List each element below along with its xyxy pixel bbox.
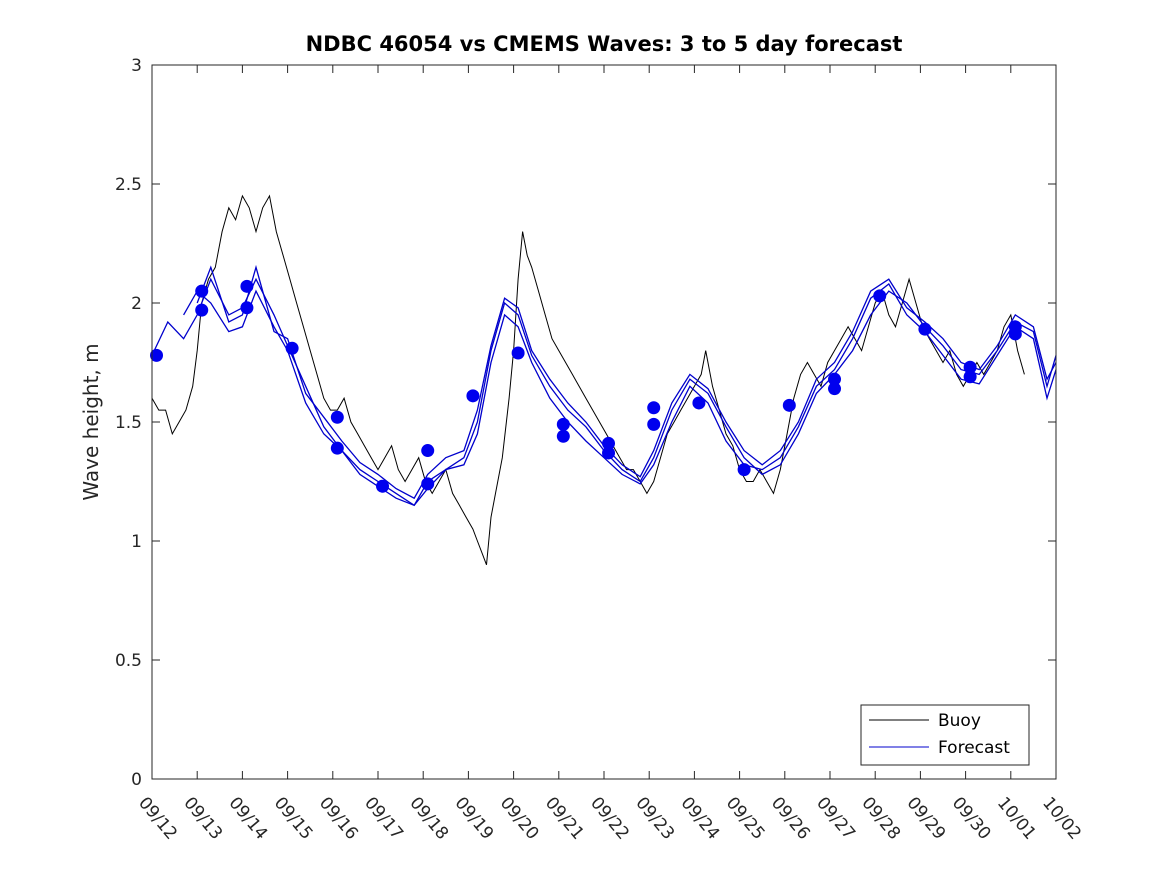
forecast-marker [376,479,390,493]
forecast-marker [692,396,706,410]
forecast-marker [421,444,435,458]
forecast-marker [602,446,616,460]
forecast-markers [150,279,1022,493]
series-forecast-b [183,283,1057,507]
forecast-marker [195,303,209,317]
forecast-marker [150,348,164,362]
series-buoy [151,194,1025,565]
legend-box [860,704,1030,766]
axis-ticks [151,64,1057,780]
chart-title: NDBC 46054 vs CMEMS Waves: 3 to 5 day fo… [306,32,903,56]
forecast-marker [737,463,751,477]
forecast-marker [421,477,435,491]
legend: Buoy Forecast [860,704,1030,766]
forecast-marker [647,401,661,415]
forecast-marker [963,370,977,384]
legend-forecast-label: Forecast [938,738,1010,758]
y-axis-label: Wave height, m [79,343,103,500]
forecast-marker [556,417,570,431]
y-tick-label: 2 [131,294,142,314]
y-tick-labels: 0 0.5 1 1.5 2 2.5 3 [115,56,142,790]
forecast-marker [240,301,254,315]
plot-frame [151,64,1057,780]
y-tick-label: 0.5 [115,651,142,671]
forecast-marker [240,279,254,293]
forecast-marker [963,360,977,374]
forecast-marker [556,429,570,443]
forecast-marker [828,372,842,386]
forecast-marker [466,389,480,403]
y-tick-label: 2.5 [115,175,142,195]
forecast-marker [511,346,525,360]
y-tick-label: 3 [131,56,142,76]
y-tick-label: 1.5 [115,413,142,433]
forecast-marker [1008,327,1022,341]
plot-background [152,65,1056,779]
forecast-marker [873,289,887,303]
legend-buoy-label: Buoy [938,711,981,731]
forecast-marker [195,284,209,298]
forecast-marker [828,382,842,396]
forecast-marker [918,322,932,336]
plot-area [152,65,1056,779]
forecast-marker [285,341,299,355]
y-tick-label: 1 [131,532,142,552]
forecast-marker [647,417,661,431]
forecast-marker [330,441,344,455]
forecast-marker [330,410,344,424]
forecast-marker [782,398,796,412]
y-tick-label: 0 [131,770,142,790]
forecast-marker [602,436,616,450]
